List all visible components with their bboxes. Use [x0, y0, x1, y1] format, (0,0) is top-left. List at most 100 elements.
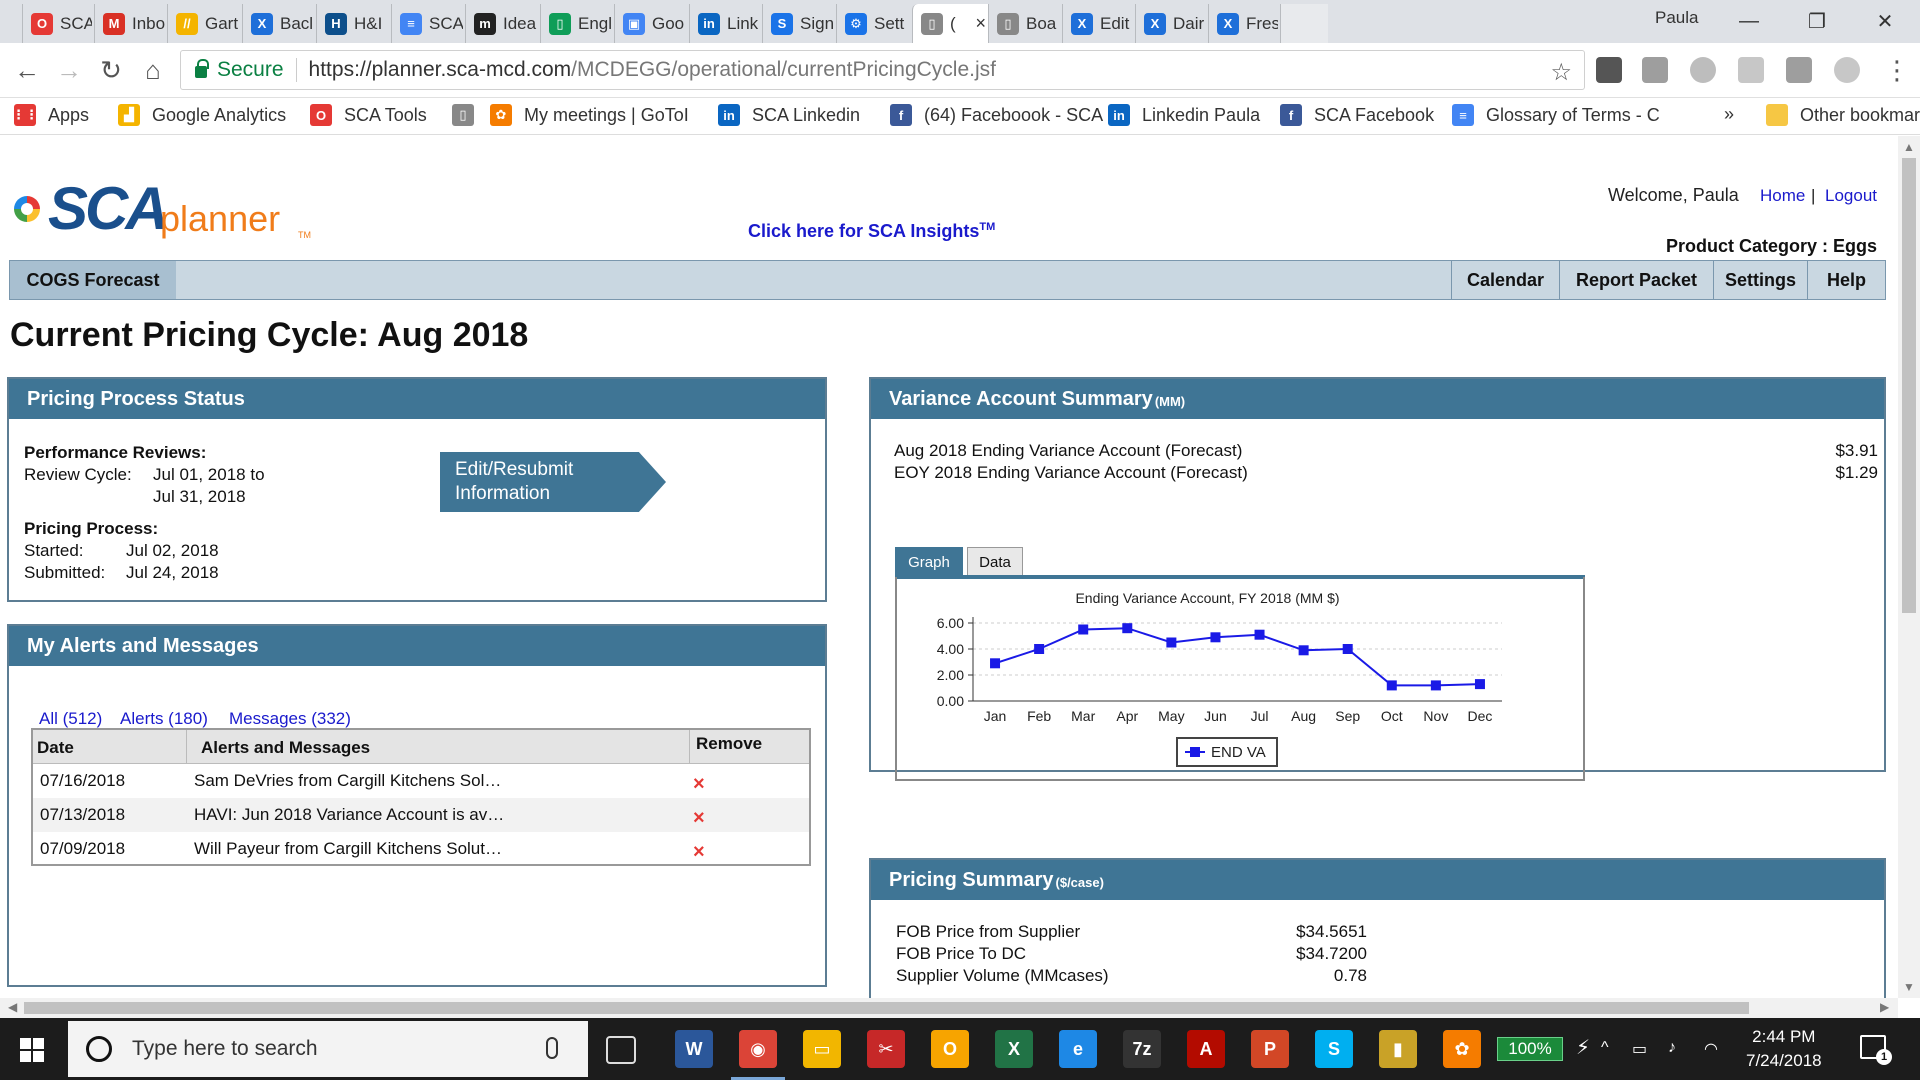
battery-icon[interactable]: ▭	[1632, 1041, 1648, 1058]
vertical-scroll-thumb[interactable]	[1902, 158, 1916, 613]
nav-report-packet[interactable]: Report Packet	[1559, 261, 1713, 299]
url-text[interactable]: https://planner.sca-mcd.com/MCDEGG/opera…	[309, 58, 996, 82]
horizontal-scroll-thumb[interactable]	[24, 1002, 1749, 1014]
nav-settings[interactable]: Settings	[1713, 261, 1807, 299]
taskbar-explorer-icon[interactable]: ▭	[803, 1030, 841, 1068]
minimize-icon[interactable]: —	[1739, 9, 1759, 32]
bookmark-item[interactable]: ✿ My meetings | GoToI	[490, 104, 689, 126]
forward-icon[interactable]: →	[56, 54, 82, 85]
browser-tab[interactable]: H H&I	[316, 4, 389, 43]
row-message[interactable]: Will Payeur from Cargill Kitchens Solut…	[194, 839, 502, 858]
extension-puzzle-icon[interactable]	[1786, 57, 1812, 83]
scroll-down-icon[interactable]: ▼	[1903, 980, 1915, 994]
row-message[interactable]: HAVI: Jun 2018 Variance Account is av…	[194, 805, 505, 824]
taskbar-sticky-icon[interactable]: ▮	[1379, 1030, 1417, 1068]
browser-tab[interactable]: ▣ Goo	[614, 4, 687, 43]
back-icon[interactable]: ←	[14, 54, 40, 85]
browser-tab[interactable]: ▯ (×	[912, 4, 994, 43]
taskbar-acrobat-icon[interactable]: A	[1187, 1030, 1225, 1068]
table-row[interactable]: 07/13/2018 HAVI: Jun 2018 Variance Accou…	[33, 798, 809, 832]
extension-bulb-icon[interactable]	[1596, 57, 1622, 83]
scroll-left-icon[interactable]: ◀	[8, 1000, 18, 1014]
logout-link[interactable]: Logout	[1825, 186, 1877, 205]
col-alerts-messages[interactable]: Alerts and Messages	[201, 738, 371, 757]
taskbar-chrome-icon[interactable]: ◉	[731, 1030, 785, 1080]
browser-tab[interactable]: X Dair	[1135, 4, 1206, 43]
microphone-icon[interactable]	[546, 1037, 558, 1059]
taskbar-skype-icon[interactable]: S	[1315, 1030, 1353, 1068]
taskbar-gotomeeting-icon[interactable]: ✿	[1443, 1030, 1481, 1068]
browser-tab[interactable]: m Idea	[465, 4, 538, 43]
cortana-icon[interactable]	[86, 1036, 112, 1062]
browser-tab[interactable]: O SCA	[22, 4, 92, 43]
browser-profile-name[interactable]: Paula	[1655, 8, 1699, 27]
bookmark-item[interactable]: f (64) Faceboook - SCA	[890, 104, 1103, 126]
address-bar[interactable]: Secure https://planner.sca-mcd.com/MCDEG…	[180, 50, 1585, 90]
bookmarks-more-chevron[interactable]: »	[1724, 104, 1735, 124]
browser-tab[interactable]: // Gart	[167, 4, 240, 43]
bookmark-item[interactable]: in Linkedin Paula	[1108, 104, 1260, 126]
restore-icon[interactable]: ❐	[1808, 10, 1826, 33]
new-tab-button[interactable]	[1280, 4, 1328, 43]
browser-tab[interactable]: in Link	[689, 4, 760, 43]
chrome-menu-icon[interactable]: ⋮	[1884, 54, 1910, 85]
bookmark-item[interactable]: f SCA Facebook	[1280, 104, 1434, 126]
taskbar-outlook-like-icon[interactable]: O	[931, 1030, 969, 1068]
taskbar-7zip-icon[interactable]: 7z	[1123, 1030, 1161, 1068]
windows-start-icon[interactable]	[20, 1038, 44, 1062]
power-plug-icon[interactable]: ⚡	[1576, 1037, 1591, 1059]
remove-icon[interactable]: ×	[693, 841, 705, 863]
remove-icon[interactable]: ×	[693, 773, 705, 795]
browser-tab[interactable]: ≡ SCA	[391, 4, 463, 43]
taskbar-search[interactable]: Type here to search	[68, 1021, 588, 1077]
wifi-icon[interactable]: ◠	[1704, 1041, 1718, 1058]
browser-tab[interactable]: X Fres	[1208, 4, 1278, 43]
table-row[interactable]: 07/16/2018 Sam DeVries from Cargill Kitc…	[33, 764, 809, 798]
bookmark-item[interactable]: ≡ Glossary of Terms - C	[1452, 104, 1660, 126]
browser-tab[interactable]: S Sign	[762, 4, 834, 43]
browser-tab[interactable]: ▯ Boa	[988, 4, 1060, 43]
bookmark-item[interactable]: O SCA Tools	[310, 104, 427, 126]
browser-tab[interactable]: M Inbo	[94, 4, 165, 43]
tab-data[interactable]: Data	[967, 547, 1023, 577]
bookmark-item[interactable]: ▟ Google Analytics	[118, 104, 286, 126]
filter-messages[interactable]: Messages (332)	[229, 709, 351, 728]
extension-u-icon[interactable]	[1834, 57, 1860, 83]
scroll-up-icon[interactable]: ▲	[1903, 140, 1915, 154]
nav-calendar[interactable]: Calendar	[1451, 261, 1559, 299]
edit-resubmit-button[interactable]: Edit/Resubmit Information	[440, 452, 666, 512]
reload-icon[interactable]: ↻	[100, 54, 122, 85]
scroll-right-icon[interactable]: ▶	[1880, 1000, 1890, 1014]
row-message[interactable]: Sam DeVries from Cargill Kitchens Sol…	[194, 771, 502, 790]
browser-tab[interactable]: ▯ Engl	[540, 4, 612, 43]
bookmark-item[interactable]: in SCA Linkedin	[718, 104, 860, 126]
taskbar-clock[interactable]: 2:44 PM 7/24/2018	[1746, 1025, 1822, 1073]
bookmark-star-icon[interactable]: ☆	[1550, 59, 1572, 86]
task-view-icon[interactable]	[606, 1036, 636, 1064]
extension-circle-icon[interactable]	[1690, 57, 1716, 83]
home-icon[interactable]: ⌂	[145, 54, 161, 85]
tray-chevron-icon[interactable]: ^	[1601, 1039, 1609, 1056]
browser-tab[interactable]: X Edit	[1062, 4, 1133, 43]
taskbar-snip-icon[interactable]: ✂	[867, 1030, 905, 1068]
taskbar-word-icon[interactable]: W	[675, 1030, 713, 1068]
taskbar-ie-icon[interactable]: e	[1059, 1030, 1097, 1068]
close-window-icon[interactable]: ✕	[1876, 10, 1894, 33]
tab-cogs-forecast[interactable]: COGS Forecast	[10, 261, 176, 299]
filter-alerts[interactable]: Alerts (180)	[120, 709, 208, 728]
col-date[interactable]: Date	[37, 738, 74, 757]
bookmark-item[interactable]: ▯	[452, 104, 486, 126]
horizontal-scrollbar[interactable]: ◀ ▶	[0, 998, 1898, 1018]
bookmark-item[interactable]: ⋮⋮ Apps	[12, 104, 89, 126]
action-center-icon[interactable]: 1	[1860, 1035, 1892, 1065]
taskbar-powerpoint-icon[interactable]: P	[1251, 1030, 1289, 1068]
close-tab-icon[interactable]: ×	[975, 13, 986, 33]
nav-help[interactable]: Help	[1807, 261, 1885, 299]
browser-tab[interactable]: ⚙ Sett	[836, 4, 910, 43]
other-bookmarks[interactable]: Other bookmarks	[1766, 104, 1920, 126]
remove-icon[interactable]: ×	[693, 807, 705, 829]
vertical-scrollbar[interactable]: ▲ ▼	[1898, 136, 1920, 998]
sca-insights-link[interactable]: Click here for SCA InsightsTM	[748, 221, 995, 242]
table-row[interactable]: 07/09/2018 Will Payeur from Cargill Kitc…	[33, 832, 809, 866]
taskbar-excel-icon[interactable]: X	[995, 1030, 1033, 1068]
